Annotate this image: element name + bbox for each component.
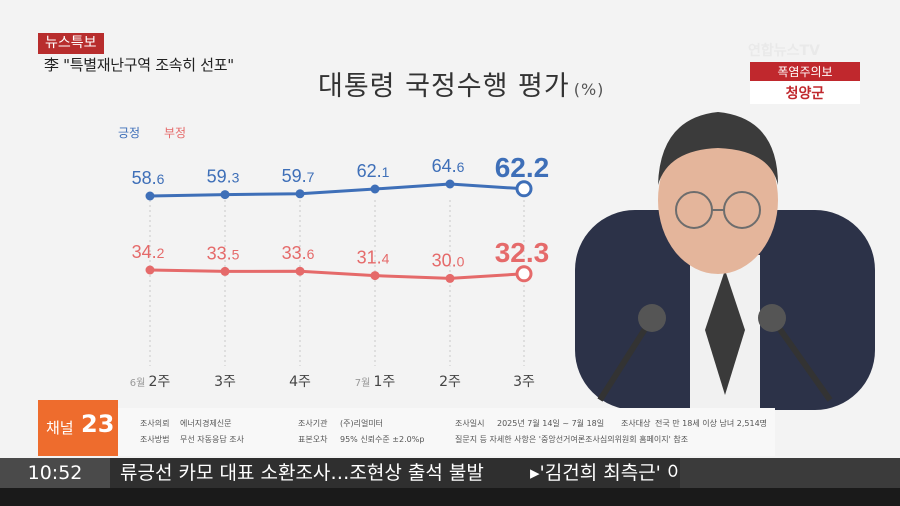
data-point xyxy=(145,265,155,275)
source-target-label: 조사대상 xyxy=(621,419,651,428)
survey-source-panel: 조사의뢰 에너지경제신문 조사방법 무선 자동응답 조사 조사기관 (주)리얼미… xyxy=(115,408,775,456)
data-point xyxy=(220,190,230,200)
ticker-headline: 류긍선 카모 대표 소환조사…조현상 출석 불발 xyxy=(120,462,484,484)
source-target: 전국 만 18세 이상 남녀 2,514명 xyxy=(655,419,768,428)
legend-positive: 긍정 xyxy=(118,126,141,140)
data-point xyxy=(515,180,533,198)
data-point xyxy=(145,191,155,201)
source-org: (주)리얼미터 xyxy=(340,419,384,428)
data-point xyxy=(515,265,533,283)
weather-warning-box: 폭염주의보 청양군 xyxy=(750,62,860,104)
source-date-label: 조사일시 xyxy=(455,419,485,428)
data-point xyxy=(295,189,305,199)
data-label: 62.1 xyxy=(357,161,390,181)
x-tick-label: 3주 xyxy=(513,374,535,390)
data-label: 64.6 xyxy=(432,156,465,176)
series-line-positive xyxy=(149,182,525,198)
channel-number: 23 xyxy=(81,410,115,438)
data-label: 59.7 xyxy=(282,166,315,186)
chart-title: 대통령 국정수행 평가 (%) xyxy=(318,64,604,103)
data-label: 59.3 xyxy=(207,167,240,187)
source-client: 에너지경제신문 xyxy=(180,419,232,428)
channel-prefix: 채널 xyxy=(46,419,74,437)
data-label: 30.0 xyxy=(432,250,465,270)
weather-warning-region: 청양군 xyxy=(785,86,825,102)
source-client-label: 조사의뢰 xyxy=(140,419,170,428)
data-label: 62.2 xyxy=(495,152,550,183)
series-line-negative xyxy=(149,268,525,280)
bottom-strip xyxy=(0,488,900,506)
x-tick-label: 2주 xyxy=(439,374,461,390)
source-date: 2025년 7월 14일 ~ 7월 18일 xyxy=(497,419,605,428)
data-label: 58.6 xyxy=(132,168,165,188)
clock: 10:52 xyxy=(0,458,110,488)
source-method: 무선 자동응답 조사 xyxy=(180,435,244,444)
source-note: 질문지 등 자세한 사항은 '중앙선거여론조사심의위원회 홈페이지' 참조 xyxy=(455,435,689,444)
news-flash-badge: 뉴스특보 xyxy=(38,33,104,54)
source-error: 95% 신뢰수준 ±2.0%p xyxy=(340,435,425,444)
data-point xyxy=(370,271,380,281)
source-error-label: 표본오차 xyxy=(298,435,328,444)
chart-unit: (%) xyxy=(573,80,605,99)
source-org-label: 조사기관 xyxy=(298,419,328,428)
source-method-label: 조사방법 xyxy=(140,435,170,444)
legend-negative: 부정 xyxy=(164,126,187,140)
broadcaster-watermark: 연합뉴스TV xyxy=(748,43,820,59)
data-point xyxy=(295,266,305,276)
data-point xyxy=(220,266,230,276)
x-tick-label: 3주 xyxy=(214,374,236,390)
x-tick-label: 6월 2주 xyxy=(130,374,171,390)
channel-logo: 채널 23 xyxy=(38,400,118,456)
x-tick-label: 4주 xyxy=(289,374,311,390)
ticker-next-headline: ▸'김건희 최측근' 이 xyxy=(530,462,685,484)
data-point xyxy=(445,273,455,283)
data-label: 32.3 xyxy=(495,237,550,268)
presenter-photo xyxy=(575,112,875,410)
ticker-side-panel xyxy=(680,458,900,488)
data-label: 31.4 xyxy=(357,248,390,268)
data-label: 33.6 xyxy=(282,243,315,263)
chart-title-text: 대통령 국정수행 평가 xyxy=(318,71,570,102)
weather-warning-label: 폭염주의보 xyxy=(750,62,860,81)
data-point xyxy=(370,184,380,194)
news-subtitle: 李 "특별재난구역 조속히 선포" xyxy=(44,56,234,74)
data-label: 33.5 xyxy=(207,243,240,263)
data-point xyxy=(445,179,455,189)
data-label: 34.2 xyxy=(132,242,165,262)
x-tick-label: 7월 1주 xyxy=(355,374,396,390)
